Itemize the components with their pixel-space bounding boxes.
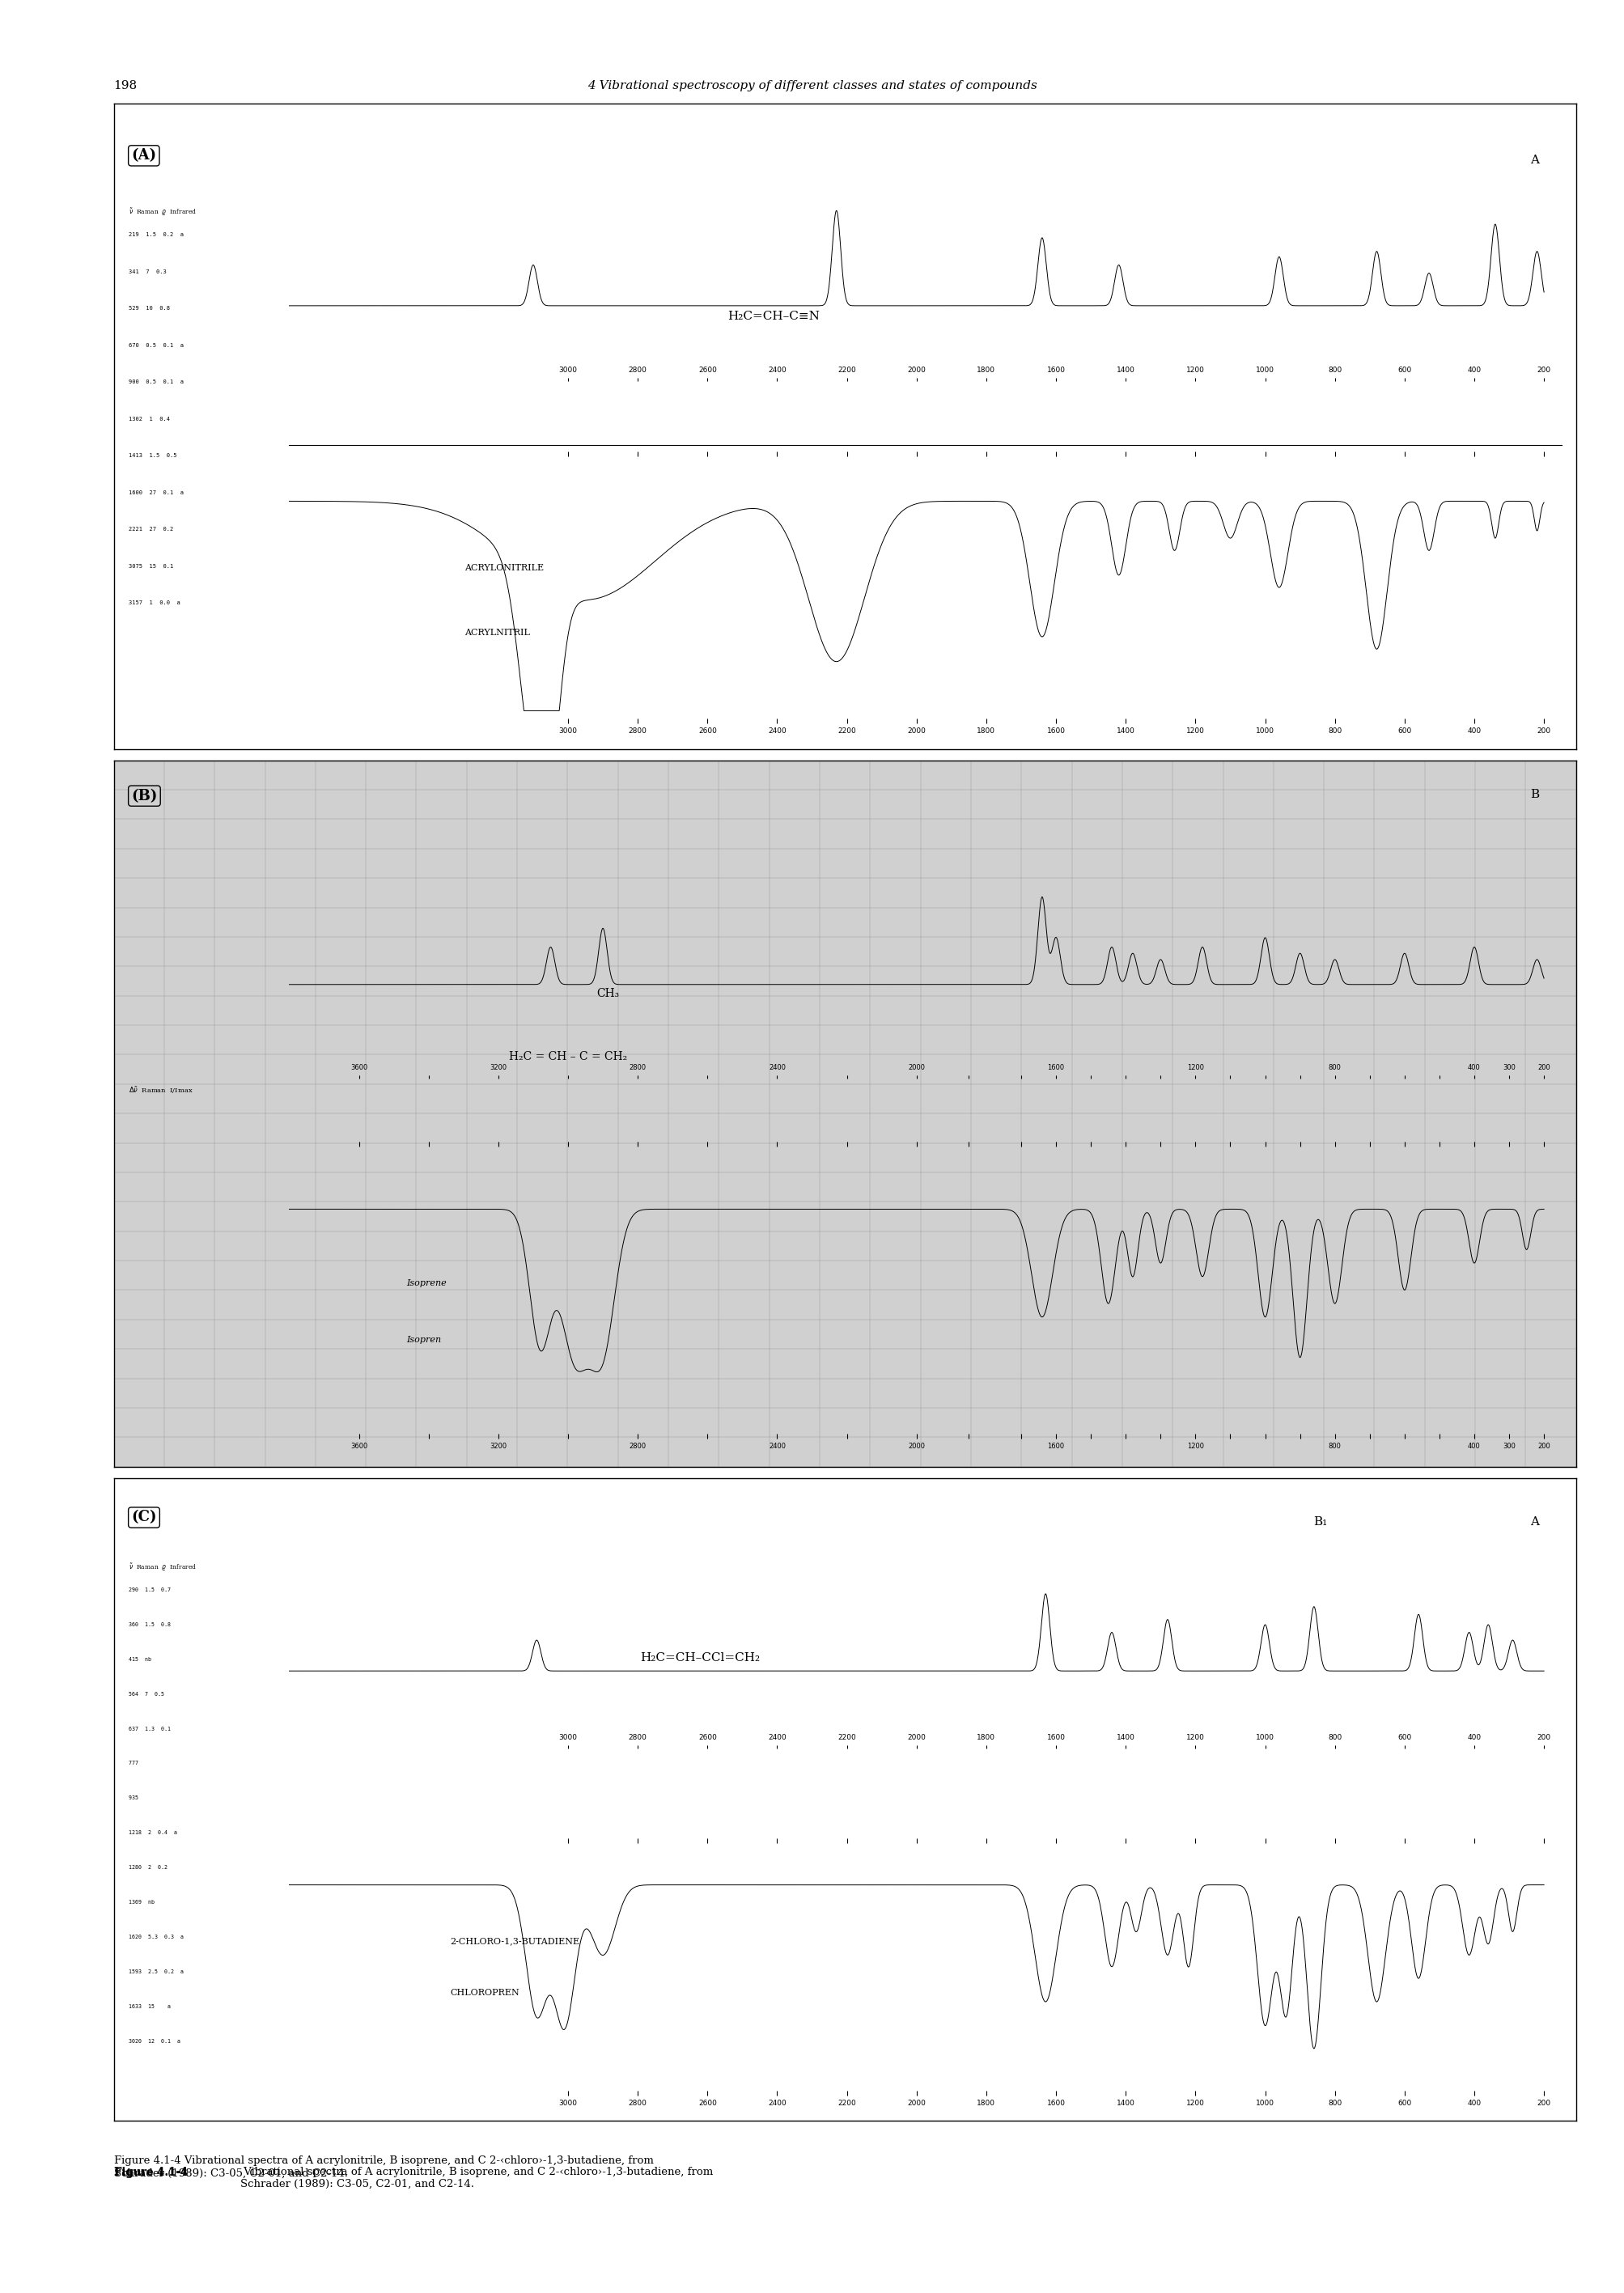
Text: 290  1.5  0.7: 290 1.5 0.7 [128,1587,177,1591]
Text: CH₃: CH₃ [596,988,619,1000]
Text: 198: 198 [114,80,138,92]
Text: 900  0.5  0.1  a: 900 0.5 0.1 a [128,381,184,385]
Text: 219  1.5  0.2  a: 219 1.5 0.2 a [128,232,184,236]
Text: Isopren: Isopren [406,1335,440,1344]
Text: ACRYLONITRILE: ACRYLONITRILE [464,564,544,573]
Text: $\tilde{\nu}$  Raman  $\varrho$  Infrared: $\tilde{\nu}$ Raman $\varrho$ Infrared [128,206,197,218]
Text: 529  10  0.8: 529 10 0.8 [128,305,177,312]
Text: 935: 935 [128,1795,158,1800]
Text: 2221  27  0.2: 2221 27 0.2 [128,527,180,532]
Text: Figure 4.1-4: Figure 4.1-4 [114,2167,187,2178]
Text: $\tilde{\nu}$  Raman  $\varrho$  Infrared: $\tilde{\nu}$ Raman $\varrho$ Infrared [128,1562,197,1573]
Text: B: B [1530,789,1540,800]
Text: Isoprene: Isoprene [406,1279,447,1286]
Text: 1413  1.5  0.5: 1413 1.5 0.5 [128,454,184,459]
Text: A: A [1530,156,1540,165]
Text: (A): (A) [132,149,156,163]
Text: 2-CHLORO-1,3-BUTADIENE: 2-CHLORO-1,3-BUTADIENE [450,1938,580,1944]
Text: 1600  27  0.1  a: 1600 27 0.1 a [128,491,184,495]
Text: 415  nb: 415 nb [128,1658,164,1662]
Text: (B): (B) [132,789,158,803]
Text: 3020  12  0.1  a: 3020 12 0.1 a [128,2038,180,2043]
Text: 4 Vibrational spectroscopy of different classes and states of compounds: 4 Vibrational spectroscopy of different … [588,80,1036,92]
Text: H₂C = CH – C = CH₂: H₂C = CH – C = CH₂ [508,1050,627,1062]
Text: 777: 777 [128,1761,158,1766]
Text: 1369  nb: 1369 nb [128,1901,167,1905]
Text: H₂C=CH–CCl=CH₂: H₂C=CH–CCl=CH₂ [640,1653,760,1665]
Text: 564  7  0.5: 564 7 0.5 [128,1692,171,1697]
Text: 3157  1  0.0  a: 3157 1 0.0 a [128,601,180,605]
Text: (C): (C) [132,1511,156,1525]
Text: H₂C=CH–C≡N: H₂C=CH–C≡N [728,310,820,321]
Text: 1280  2  0.2: 1280 2 0.2 [128,1864,174,1871]
Text: B₁: B₁ [1312,1516,1327,1527]
Text: 360  1.5  0.8: 360 1.5 0.8 [128,1621,177,1628]
Text: 1302  1  0.4: 1302 1 0.4 [128,417,177,422]
Text: 1218  2  0.4  a: 1218 2 0.4 a [128,1830,177,1834]
Text: Figure 4.1-4 Vibrational spectra of A acrylonitrile, B isoprene, and C 2-‹chloro: Figure 4.1-4 Vibrational spectra of A ac… [114,2155,653,2178]
Text: 637  1.3  0.1: 637 1.3 0.1 [128,1727,177,1731]
Text: 1593  2.5  0.2  a: 1593 2.5 0.2 a [128,1970,184,1974]
Text: Vibrational spectra of A acrylonitrile, B isoprene, and C 2-‹chloro›-1,3-butadie: Vibrational spectra of A acrylonitrile, … [240,2167,713,2190]
Text: 1620  5.3  0.3  a: 1620 5.3 0.3 a [128,1935,184,1940]
Text: 670  0.5  0.1  a: 670 0.5 0.1 a [128,342,184,349]
Text: 341  7  0.3: 341 7 0.3 [128,268,174,273]
Text: $\Delta\tilde{\nu}$  Raman  I/Imax: $\Delta\tilde{\nu}$ Raman I/Imax [128,1085,193,1096]
Text: CHLOROPREN: CHLOROPREN [450,1988,520,1997]
Text: 3075  15  0.1: 3075 15 0.1 [128,564,180,569]
Text: ACRYLNITRIL: ACRYLNITRIL [464,628,529,637]
Text: A: A [1530,1516,1540,1527]
Text: 1633  15    a: 1633 15 a [128,2004,171,2009]
Text: Figure 4.1-4: Figure 4.1-4 [114,2167,187,2178]
